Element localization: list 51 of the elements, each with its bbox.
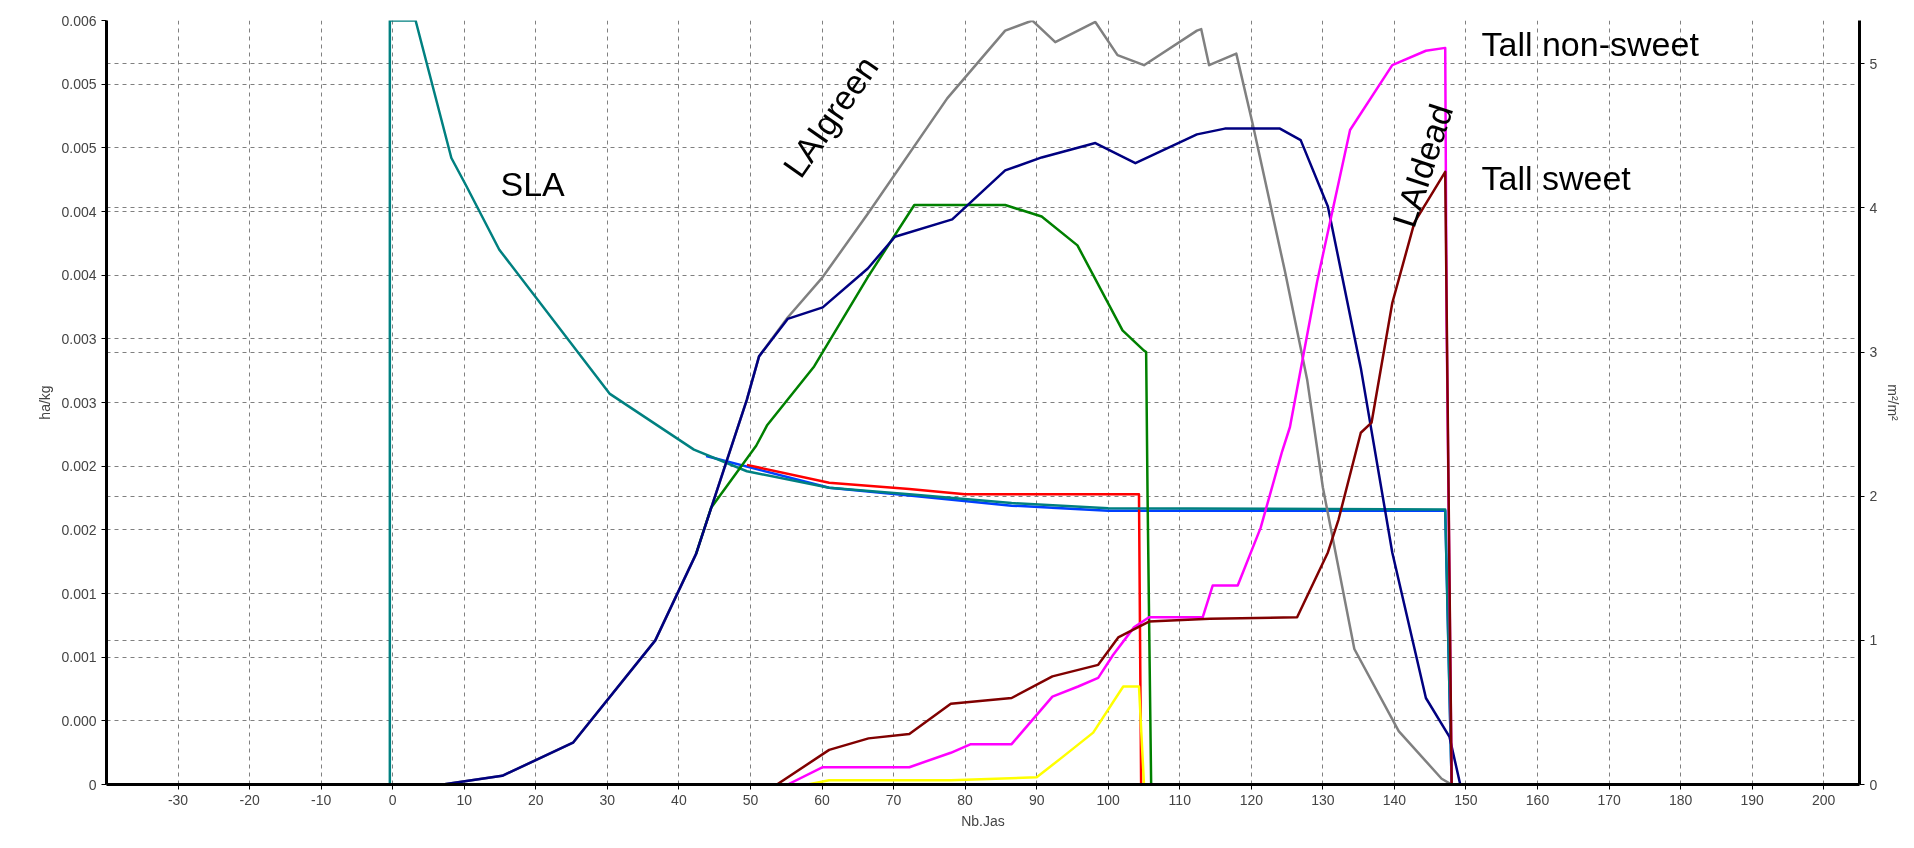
- x-tick-label: 160: [1525, 791, 1550, 808]
- x-tick-label: 60: [814, 791, 831, 808]
- x-tick-label: 130: [1311, 791, 1335, 808]
- y-tick-label: 0.002: [61, 521, 97, 538]
- y-tick-label: 0.002: [61, 458, 97, 475]
- x-tick-label: 180: [1668, 791, 1693, 808]
- x-tick-label: 100: [1096, 791, 1121, 808]
- x-tick-label: -20: [239, 791, 260, 808]
- y-tick-label: 0.001: [61, 649, 97, 666]
- x-tick-label: 20: [528, 791, 544, 808]
- x-tick-label: 70: [885, 791, 902, 808]
- y-tick-label: 0.005: [61, 76, 97, 93]
- x-tick-label: 80: [957, 791, 974, 808]
- x-tick-label: 110: [1168, 791, 1192, 808]
- y-tick-label: 0: [88, 776, 97, 793]
- x-tick-label: 120: [1239, 791, 1264, 808]
- y-tick-label: 0.006: [61, 12, 97, 29]
- x-tick-label: 50: [742, 791, 759, 808]
- y2-tick-label: 2: [1869, 488, 1878, 505]
- x-tick-label: 40: [671, 791, 687, 808]
- y2-tick-label: 5: [1869, 55, 1878, 72]
- x-tick-label: 90: [1028, 791, 1045, 808]
- x-tick-label: 30: [599, 791, 616, 808]
- y-tick-label: 0.003: [61, 330, 97, 347]
- x-tick-label: 190: [1740, 791, 1765, 808]
- y-tick-label: 0.004: [61, 203, 97, 220]
- y-axis-title: ha/kg: [37, 385, 54, 420]
- x-tick-label: 140: [1382, 791, 1407, 808]
- y2-tick-label: 1: [1869, 632, 1878, 649]
- y-tick-label: 0.005: [61, 139, 97, 156]
- annotation: SLA: [500, 164, 566, 203]
- line-series: [745, 463, 1143, 785]
- y2-tick-label: 0: [1869, 776, 1878, 793]
- annotation: Tall sweet: [1481, 158, 1632, 197]
- x-tick-label: 10: [456, 791, 473, 808]
- y2-tick-label: 3: [1869, 344, 1878, 361]
- annotation: Tall non-sweet: [1481, 24, 1700, 63]
- y-tick-label: 0.001: [61, 585, 97, 602]
- line-series: [694, 203, 1153, 785]
- x-tick-label: -30: [167, 791, 189, 808]
- y2-tick-label: 4: [1869, 199, 1878, 216]
- y-tick-label: 0.004: [61, 267, 97, 284]
- y-tick-label: 0.000: [61, 712, 97, 729]
- y-tick-label: 0.003: [61, 394, 97, 411]
- x-tick-label: -10: [311, 791, 332, 808]
- x-tick-label: 170: [1597, 791, 1621, 808]
- x-axis-title: Nb.Jas: [961, 812, 1005, 829]
- y2-axis-title: m²/m²: [1885, 384, 1902, 422]
- x-tick-label: 0: [388, 791, 397, 808]
- x-tick-label: 200: [1812, 791, 1836, 808]
- x-tick-label: 150: [1454, 791, 1478, 808]
